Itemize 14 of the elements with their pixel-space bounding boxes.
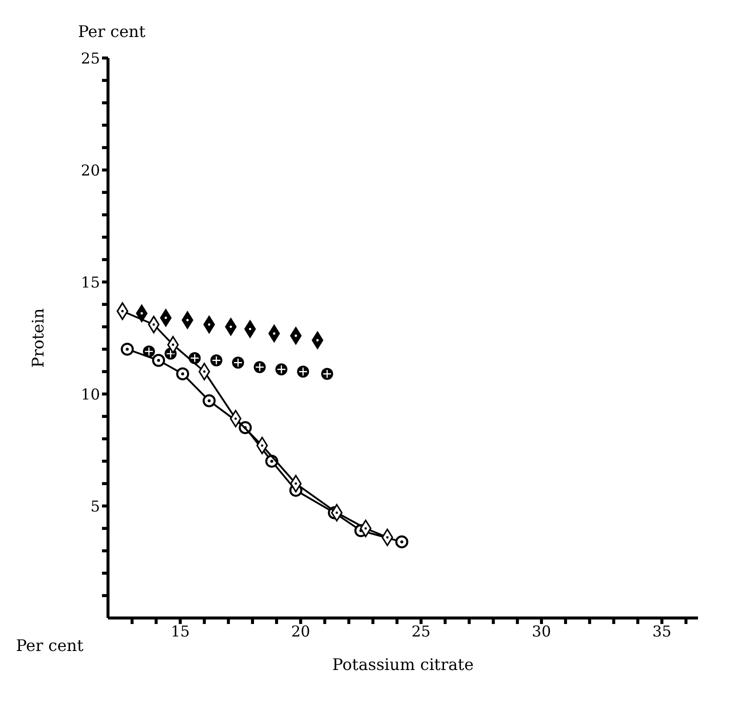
y-tick-label: 25 — [80, 49, 100, 68]
text: Per cent — [16, 636, 84, 655]
x-tick-label: 15 — [170, 622, 190, 641]
text: Per cent — [78, 22, 146, 41]
x-tick-label: 20 — [291, 622, 310, 641]
x-tick-label: 25 — [412, 622, 431, 641]
x-axis-title: Potassium citrate — [332, 655, 474, 674]
y-tick-label: 5 — [90, 497, 100, 516]
y-tick-label: 15 — [80, 273, 100, 292]
x-tick-label: 30 — [532, 622, 552, 641]
x-tick-label: 35 — [652, 622, 672, 641]
y-tick-label: 20 — [80, 161, 100, 180]
y-axis-title: Protein — [28, 308, 48, 368]
y-tick-label: 10 — [80, 385, 100, 404]
